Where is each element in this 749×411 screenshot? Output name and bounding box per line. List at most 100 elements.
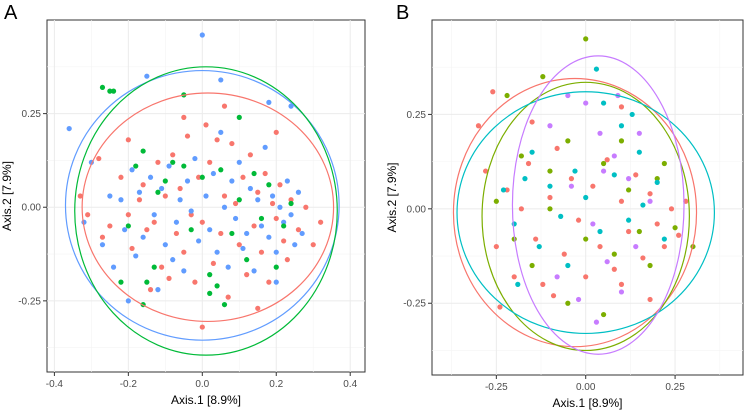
panel-a-point-group-red (159, 264, 165, 270)
panel-a-point-group-blue (266, 234, 272, 240)
panel-b-point-group-red (618, 198, 625, 204)
panel-a-point-group-red (247, 152, 253, 158)
panel-b-point-group-red (504, 187, 510, 193)
panel-a-point-group-red (225, 294, 231, 300)
panel-a-point-group-red (318, 219, 324, 225)
panel-a-point-group-green (99, 84, 106, 91)
panel-a-point-group-green (281, 223, 287, 229)
panel-a-point-group-red (147, 287, 154, 293)
panel-a-point-group-blue (225, 264, 231, 270)
panel-b-point-group-red (611, 266, 617, 272)
panel-a-point-group-red (218, 230, 224, 237)
panel-a-point-group-green (236, 114, 242, 120)
panel-b-point-group-cyan (618, 123, 625, 129)
panel-a-point-group-blue (236, 159, 242, 165)
panel-a-point-group-green (155, 189, 161, 195)
panel-a-point-group-blue (240, 245, 246, 252)
panel-a-point-group-red (166, 275, 172, 281)
panel-b-point-group-olive (618, 138, 625, 144)
panel-a-point-group-green (140, 148, 146, 154)
panel-a-point-group-green (199, 174, 205, 180)
panel-a-point-group-green (144, 279, 150, 285)
panel-a-point-group-green (229, 230, 235, 237)
panel-b-ellipse-group-cyan (456, 91, 716, 335)
panel-a-point-group-green (236, 197, 242, 203)
panel-a-point-group-red (118, 174, 124, 180)
panel-a-point-group-red (162, 193, 168, 199)
panel-a-point-group-green (162, 178, 168, 184)
panel-b-point-group-red (618, 104, 625, 110)
panel-b-point-group-olive (647, 262, 653, 269)
panel-b-point-group-purple (636, 130, 642, 136)
panel-a-point-group-red (170, 152, 176, 158)
panel-b-point-group-red (561, 251, 567, 257)
panel-a-point-group-blue (151, 212, 157, 218)
panel-a-point-group-red (229, 140, 235, 147)
panel-a-point-group-red (181, 249, 187, 255)
panel-a-point-group-blue (99, 242, 106, 248)
panel-a-point-group-red (310, 242, 316, 248)
panel-b-point-group-red (540, 281, 546, 287)
panel-a-point-group-green (251, 170, 257, 177)
panel-a-point-group-red (273, 215, 279, 222)
panel-a-y-tick-label: -0.25 (18, 296, 41, 307)
panel-a-point-group-blue (214, 249, 220, 255)
panel-b-point-group-red (525, 160, 532, 167)
panel-a-x-tick-label: -0.2 (120, 379, 138, 390)
panel-a-point-group-blue (173, 219, 180, 225)
panel-a-point-group-blue (258, 223, 265, 229)
panel-a-point-group-red (155, 159, 161, 165)
panel-a-point-group-red (281, 238, 287, 244)
panel-a-point-group-blue (181, 268, 187, 274)
panel-b-point-group-cyan (640, 202, 646, 208)
panel-b-point-group-red (511, 274, 517, 280)
panel-a-point-group-red (273, 129, 279, 135)
panel-a-point-group-red (266, 279, 272, 285)
panel-a-point-group-green (170, 159, 176, 165)
panel-b-point-group-cyan (629, 111, 635, 118)
panel-a-point-group-blue (244, 230, 250, 237)
panel-b-point-group-olive (654, 176, 660, 182)
panel-a-point-group-red (173, 230, 180, 237)
panel-a-point-group-red (236, 242, 242, 248)
panel-b-point-group-red (661, 243, 667, 250)
panel-a-point-group-green (258, 215, 265, 222)
panel-a-point-group-red (244, 272, 250, 278)
panel-a-point-group-green (218, 167, 224, 173)
panel-a-point-group-green (273, 264, 279, 270)
panel-a-point-group-blue (273, 249, 279, 255)
panel-a-point-group-blue (255, 197, 261, 203)
panel-a-point-group-blue (203, 193, 209, 199)
panel-b-point-group-red (597, 243, 603, 250)
panel-a-point-group-blue (166, 163, 172, 169)
panel-b-point-group-red (668, 206, 675, 212)
panel-b-point-group-cyan (529, 149, 535, 155)
panel-a-point-group-blue (281, 219, 287, 225)
panel-a-point-group-red (284, 257, 290, 263)
panel-b-point-group-olive (583, 36, 589, 42)
panel-a-point-group-red (125, 212, 131, 218)
panel-a-point-group-blue (277, 204, 283, 210)
panel-a-point-group-blue (155, 287, 161, 293)
panel-a-x-axis-title: Axis.1 [8.9%] (171, 393, 241, 407)
panel-a-point-group-blue (192, 155, 198, 162)
panel-a-point-group-red (303, 204, 309, 210)
panel-a-point-group-blue (266, 99, 272, 105)
panel-b-point-group-purple (554, 274, 560, 280)
panel-a-point-group-green (221, 301, 228, 308)
panel-letter-a: A (4, 2, 18, 24)
panel-b-point-group-red (493, 243, 499, 250)
panel-b-point-group-red (475, 123, 482, 129)
panel-b-point-group-cyan (626, 217, 632, 223)
panel-a-point-group-blue (140, 234, 146, 240)
panel-a-point-group-red (188, 212, 194, 218)
panel-b-point-group-olive (672, 225, 678, 231)
panel-b-point-group-cyan (636, 149, 642, 155)
panel-b-point-group-olive (540, 74, 546, 80)
panel-b-point-group-cyan (515, 281, 521, 287)
panel-a-point-group-red (207, 159, 213, 165)
panel-a-ellipse-group-blue (64, 69, 340, 341)
panel-a-point-group-red (262, 170, 268, 177)
panel-a-point-group-blue (133, 253, 139, 259)
